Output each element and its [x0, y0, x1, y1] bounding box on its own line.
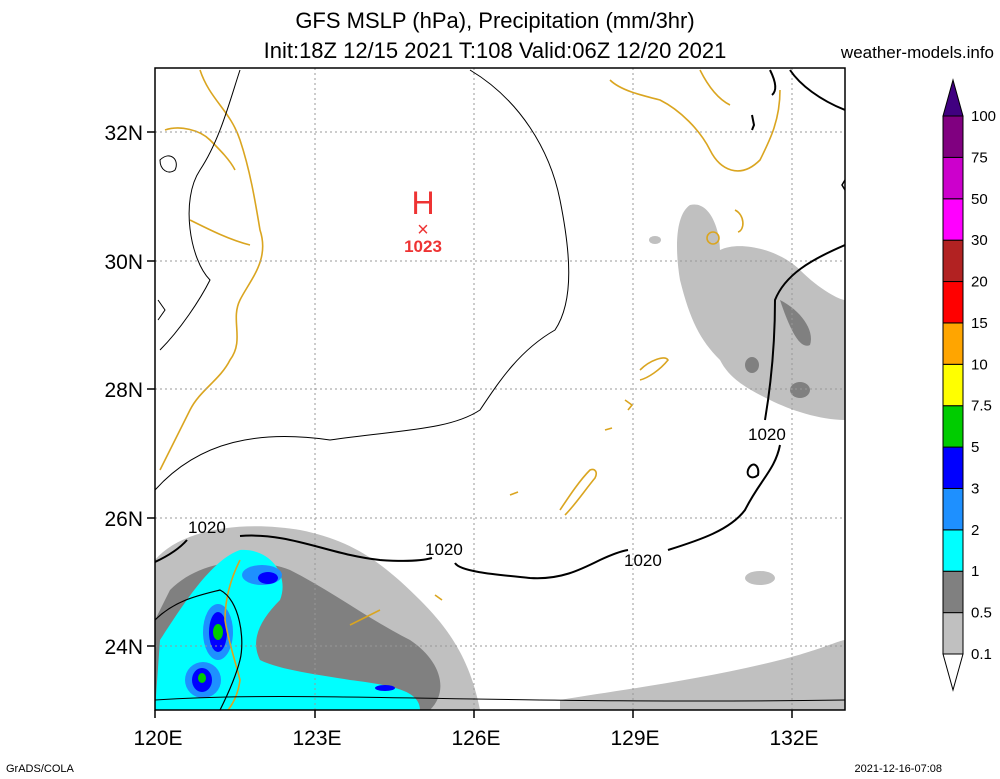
generated-timestamp: 2021-12-16-07:08 [854, 763, 942, 775]
colorbar-label: 50 [971, 191, 988, 208]
lon-label: 132E [769, 727, 818, 750]
colorbar-segment [942, 405, 964, 448]
colorbar-label: 0.1 [971, 646, 992, 663]
colorbar-label: 15 [971, 315, 988, 332]
colorbar-label: 2 [971, 522, 979, 539]
lat-label: 32N [104, 122, 143, 145]
isobar-label: 1020 [624, 551, 662, 570]
colorbar-label: 75 [971, 149, 988, 166]
colorbar-segment [942, 322, 964, 365]
colorbar-label: 3 [971, 480, 979, 497]
isobars [155, 69, 845, 710]
axis-ticks [147, 131, 793, 718]
coastlines [159, 69, 781, 710]
isobar-label: 1020 [425, 540, 463, 559]
software-credit: GrADS/COLA [6, 763, 74, 775]
colorbar-segment [942, 78, 964, 117]
high-pressure-center: H × 1023 [404, 185, 442, 256]
colorbar-label: 30 [971, 232, 988, 249]
colorbar-label: 10 [971, 356, 988, 373]
precip-colorbar: 0.1 0.5 1 2 3 5 7.5 10 15 20 30 50 75 100 [942, 78, 996, 692]
colorbar-label: 20 [971, 274, 988, 291]
colorbar-segment [942, 156, 964, 200]
graticule [155, 68, 845, 710]
colorbar-segment [942, 570, 964, 614]
lat-label: 28N [104, 379, 143, 402]
precip-green [198, 624, 223, 683]
colorbar-segment [942, 446, 964, 489]
colorbar-label: 0.5 [971, 605, 992, 622]
precip-cyan [155, 549, 420, 710]
colorbar-label: 100 [971, 108, 996, 125]
lon-label: 123E [292, 727, 341, 750]
high-value: 1023 [404, 237, 442, 256]
colorbar-segment [942, 612, 964, 655]
lat-label: 30N [104, 251, 143, 274]
lat-label: 24N [104, 636, 143, 659]
isobar-label: 1020 [748, 425, 786, 444]
colorbar-segment [942, 529, 964, 572]
colorbar-segment [942, 115, 964, 158]
lat-label: 26N [104, 508, 143, 531]
colorbar-label: 5 [971, 439, 979, 456]
colorbar-segment [942, 281, 964, 324]
colorbar-segment [942, 363, 964, 407]
map-content: 1020 1020 1020 1020 H × 1023 [155, 68, 845, 710]
high-marker-icon: × [417, 219, 429, 241]
colorbar-segment [942, 198, 964, 241]
map-subtitle: Init:18Z 12/15 2021 T:108 Valid:06Z 12/2… [263, 38, 727, 63]
lon-label: 120E [133, 727, 182, 750]
high-symbol: H [411, 185, 434, 221]
colorbar-segment [942, 653, 964, 692]
map-title: GFS MSLP (hPa), Precipitation (mm/3hr) [295, 8, 695, 33]
colorbar-label: 7.5 [971, 398, 992, 415]
colorbar-label: 1 [971, 563, 979, 580]
colorbar-segment [942, 239, 964, 283]
lon-label: 126E [451, 727, 500, 750]
isobar-label: 1020 [188, 518, 226, 537]
lon-label: 129E [610, 727, 659, 750]
site-credit: weather-models.info [840, 43, 994, 62]
colorbar-segment [942, 487, 964, 531]
